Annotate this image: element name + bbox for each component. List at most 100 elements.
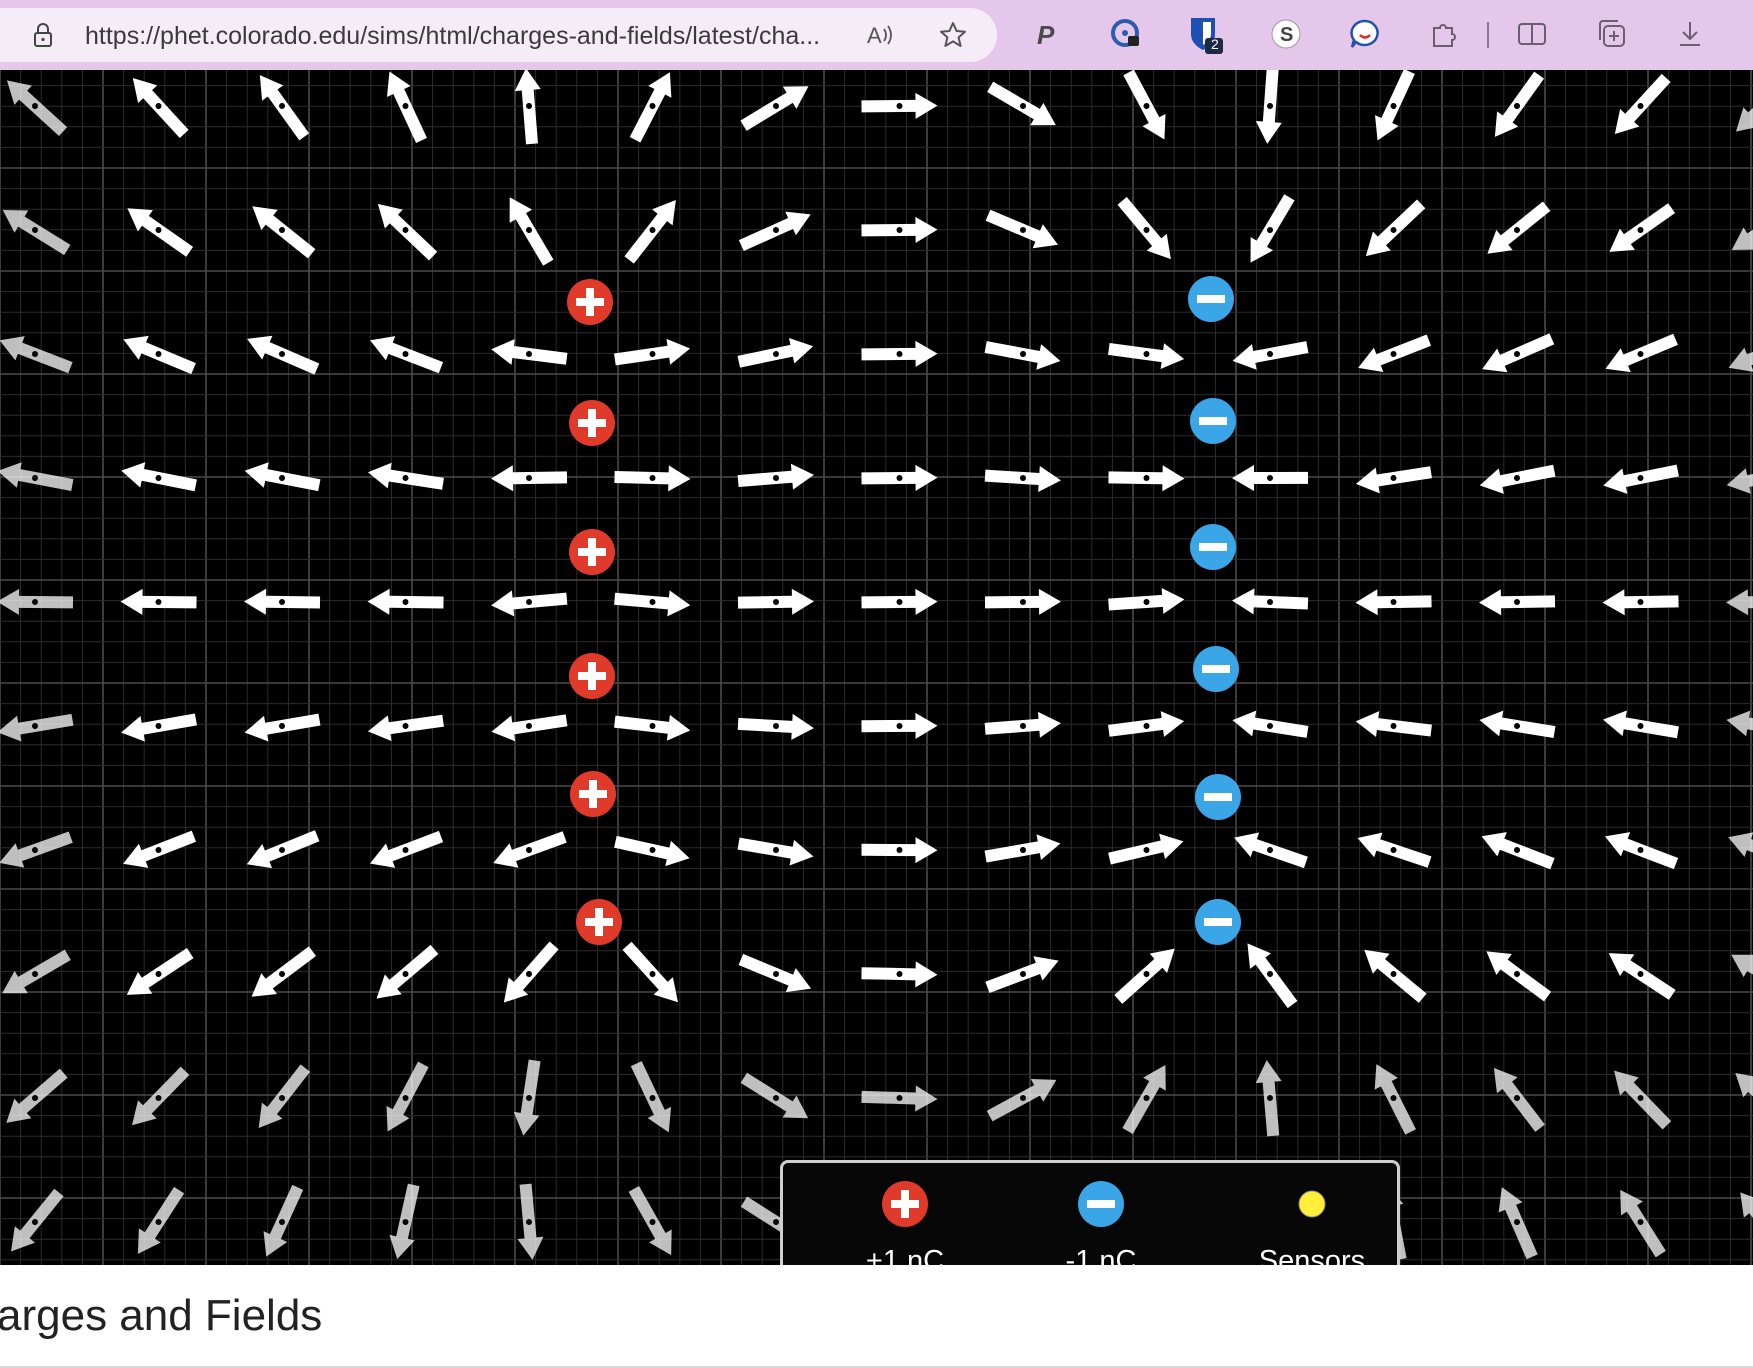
field-arrow <box>1603 464 1679 494</box>
password-manager-icon[interactable] <box>1106 14 1146 54</box>
field-arrow <box>1374 1064 1416 1135</box>
field-arrow <box>491 590 568 617</box>
field-arrow <box>244 462 321 492</box>
sensor-source[interactable]: Sensors <box>1237 1163 1387 1265</box>
field-arrow <box>1479 464 1556 494</box>
chat-extension-icon[interactable] <box>1345 14 1385 54</box>
negative-charge[interactable] <box>1190 398 1236 444</box>
field-arrow <box>737 338 814 368</box>
field-arrow <box>628 1185 672 1256</box>
field-arrow <box>121 462 197 492</box>
field-arrow <box>614 714 691 741</box>
field-arrow <box>861 1085 938 1112</box>
field-arrow <box>11 1188 64 1252</box>
field-arrow <box>6 80 68 137</box>
field-arrow <box>2 949 71 994</box>
field-arrow <box>630 1061 672 1133</box>
field-arrow <box>1108 343 1185 370</box>
field-arrow <box>738 953 812 993</box>
field-arrow <box>514 70 541 145</box>
field-arrow <box>1487 201 1551 254</box>
favorite-star-icon[interactable] <box>938 20 968 50</box>
field-arrow <box>1603 710 1679 739</box>
field-arrow <box>737 588 814 615</box>
address-bar[interactable]: https://phet.colorado.edu/sims/html/char… <box>0 8 997 62</box>
field-arrow <box>491 714 568 742</box>
positive-charge[interactable] <box>569 653 615 699</box>
field-arrow <box>503 941 559 1003</box>
page-title: arges and Fields <box>0 1291 323 1340</box>
field-arrow <box>123 830 197 868</box>
field-arrow <box>137 1186 185 1254</box>
bitwarden-badge: 2 <box>1211 36 1219 52</box>
field-arrow <box>629 72 672 143</box>
field-arrow <box>1247 943 1298 1009</box>
paypal-icon[interactable]: P <box>1027 14 1067 54</box>
field-arrow <box>984 466 1061 492</box>
field-arrow <box>740 1072 809 1119</box>
field-arrow <box>1481 832 1555 870</box>
field-arrow <box>1735 75 1753 132</box>
negative-charge[interactable] <box>1190 524 1236 570</box>
simulation-canvas[interactable]: +1 nC -1 nC Sensors <box>0 70 1753 1265</box>
field-arrow <box>377 203 438 261</box>
url-text[interactable]: https://phet.colorado.edu/sims/html/char… <box>85 22 821 50</box>
field-arrow <box>1234 832 1308 869</box>
positive-charge-icon[interactable] <box>880 1179 930 1229</box>
positive-charge[interactable] <box>567 279 613 325</box>
field-arrow <box>1482 333 1555 373</box>
negative-charge[interactable] <box>1195 899 1241 945</box>
lock-icon[interactable] <box>30 22 56 48</box>
s-extension-icon[interactable]: S <box>1266 14 1306 54</box>
bitwarden-icon[interactable]: 2 <box>1185 14 1225 54</box>
positive-charge[interactable] <box>569 529 615 575</box>
split-screen-icon[interactable] <box>1512 14 1552 54</box>
field-arrow <box>861 92 938 119</box>
field-arrow <box>861 216 938 243</box>
field-arrow <box>1479 710 1556 738</box>
field-arrow <box>509 197 554 266</box>
positive-charge[interactable] <box>570 771 616 817</box>
svg-text:A: A <box>867 23 882 48</box>
field-arrow <box>246 830 320 869</box>
svg-text:P: P <box>1037 20 1055 49</box>
field-arrow <box>987 81 1056 126</box>
read-aloud-icon[interactable]: A <box>865 20 895 50</box>
positive-charge[interactable] <box>569 400 615 446</box>
field-arrow <box>127 208 194 257</box>
puzzle-extensions-icon[interactable] <box>1424 14 1464 54</box>
collections-icon[interactable] <box>1592 14 1632 54</box>
sensor-icon[interactable] <box>1287 1179 1337 1229</box>
negative-charge[interactable] <box>1195 774 1241 820</box>
field-arrow <box>131 1066 190 1126</box>
charges-toolbox: +1 nC -1 nC Sensors <box>780 1160 1400 1265</box>
download-icon[interactable] <box>1670 14 1710 54</box>
field-arrow <box>1122 1065 1166 1134</box>
field-arrow <box>1740 1192 1753 1256</box>
field-arrow <box>1614 1070 1672 1130</box>
field-arrow <box>1108 833 1184 865</box>
negative-charge-icon[interactable] <box>1076 1179 1126 1229</box>
negative-charge[interactable] <box>1193 646 1239 692</box>
electric-field-canvas[interactable] <box>0 70 1753 1265</box>
field-arrow <box>244 713 321 742</box>
field-arrow <box>1357 832 1432 868</box>
field-arrow <box>389 1183 420 1260</box>
negative-charge[interactable] <box>1188 276 1234 322</box>
field-arrow <box>1486 951 1552 1002</box>
page-footer: arges and Fields <box>0 1265 1753 1368</box>
field-arrow <box>1728 832 1753 869</box>
field-arrow <box>738 211 811 252</box>
field-arrow <box>1602 589 1679 616</box>
field-arrow <box>1614 73 1671 135</box>
field-arrow <box>0 588 74 615</box>
positive-charge-source[interactable]: +1 nC <box>830 1163 980 1265</box>
positive-charge[interactable] <box>576 899 622 945</box>
field-arrow <box>861 464 938 491</box>
field-arrow <box>370 336 444 374</box>
field-arrow <box>1494 71 1545 137</box>
field-arrow <box>984 834 1061 863</box>
negative-charge-source[interactable]: -1 nC <box>1026 1163 1176 1265</box>
field-arrow <box>0 831 73 868</box>
field-arrow <box>263 1184 304 1257</box>
